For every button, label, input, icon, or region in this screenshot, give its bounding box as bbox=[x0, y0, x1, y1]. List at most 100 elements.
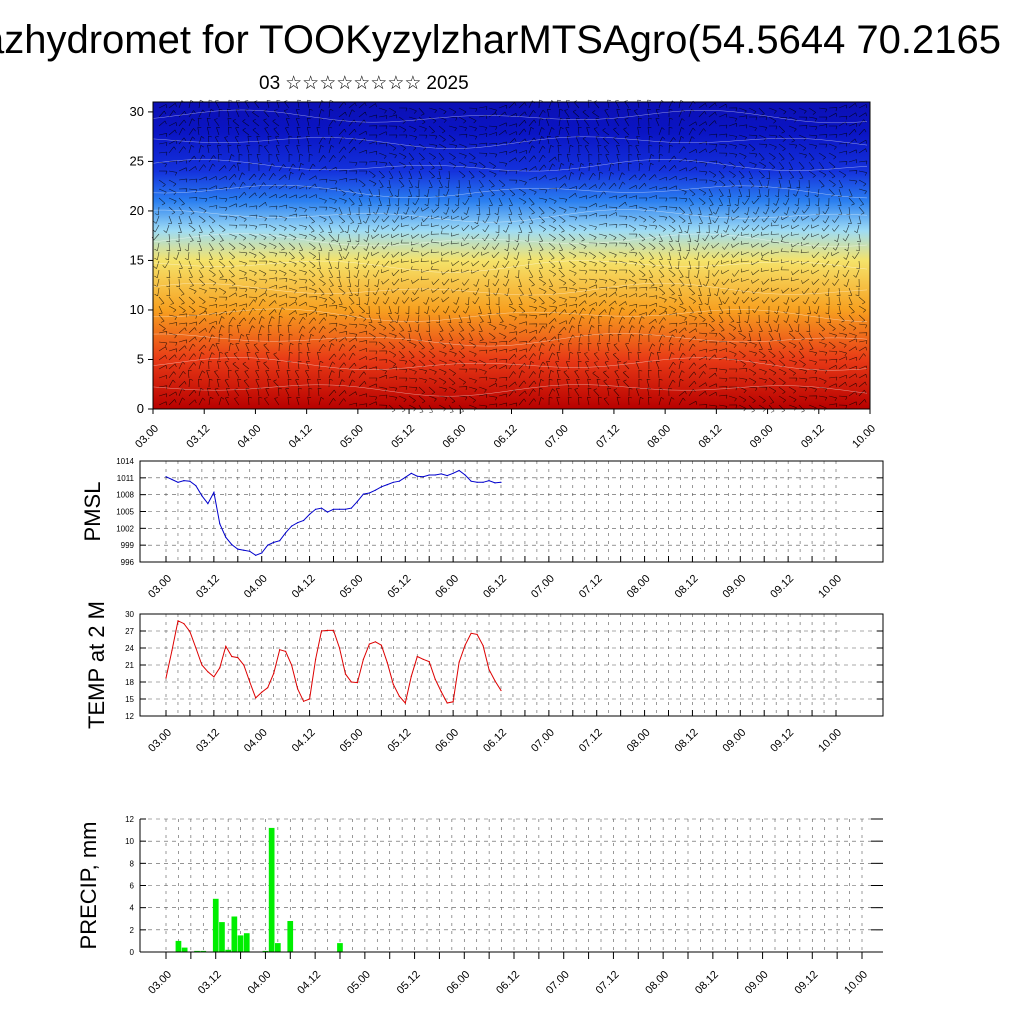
temp-data-point bbox=[320, 630, 323, 632]
temp-data-point bbox=[273, 672, 275, 675]
temp-data-point bbox=[303, 700, 305, 702]
pmsl-x-tick-label: 07.00 bbox=[529, 573, 557, 601]
pmsl-data-point bbox=[476, 481, 478, 483]
pmsl-data-point bbox=[165, 476, 167, 478]
pmsl-data-point bbox=[249, 550, 251, 552]
pmsl-data-point bbox=[482, 481, 484, 483]
cs-x-tick-label: 07.00 bbox=[543, 423, 571, 451]
pmsl-data-point bbox=[315, 508, 317, 510]
precip-bar bbox=[181, 947, 188, 952]
pmsl-y-tick-label: 1002 bbox=[116, 524, 134, 533]
cs-y-tick-label: 15 bbox=[130, 252, 144, 267]
pmsl-data-point bbox=[320, 507, 323, 509]
temp-x-tick-label: 09.12 bbox=[768, 727, 796, 755]
temp-y-tick-label: 27 bbox=[125, 627, 134, 636]
temp-x-tick-label: 05.12 bbox=[385, 727, 413, 755]
pmsl-data-point bbox=[279, 540, 281, 542]
temp-data-point bbox=[267, 687, 269, 689]
temp-data-point bbox=[482, 645, 484, 647]
temp-y-tick-label: 21 bbox=[125, 661, 134, 670]
temp-data-point bbox=[494, 680, 496, 682]
temp-x-tick-label: 07.00 bbox=[529, 727, 557, 755]
precip-x-tick-label: 08.00 bbox=[643, 969, 671, 997]
precip-bar bbox=[231, 916, 238, 952]
pmsl-data-point bbox=[273, 541, 275, 544]
temp-data-point bbox=[207, 671, 209, 673]
precip-x-tick-label: 05.00 bbox=[345, 969, 373, 997]
temp-x-tick-label: 04.12 bbox=[290, 727, 318, 755]
pmsl-data-point bbox=[237, 548, 239, 550]
cs-x-tick-label: 04.00 bbox=[236, 423, 264, 451]
temp-data-point bbox=[297, 688, 299, 690]
precip-x-tick-label: 07.00 bbox=[544, 969, 572, 997]
pmsl-data-point bbox=[500, 481, 502, 483]
temp-x-tick-label: 03.12 bbox=[194, 727, 222, 755]
precip-x-tick-label: 05.12 bbox=[395, 969, 423, 997]
cs-x-tick-label: 10.00 bbox=[850, 423, 878, 451]
temp-data-point bbox=[285, 650, 287, 653]
temp-series-line bbox=[165, 620, 502, 705]
chart-title: azhydromet for TOOKyzylzharMTSAgro(54.56… bbox=[0, 18, 1002, 62]
temp-data-point bbox=[225, 645, 227, 647]
cs-x-tick-label: 03.00 bbox=[133, 423, 161, 451]
precip-bar bbox=[337, 943, 343, 952]
temp-x-tick-label: 04.00 bbox=[242, 727, 270, 755]
temp-data-point bbox=[291, 664, 293, 666]
temp-data-point bbox=[237, 657, 239, 659]
cs-y-tick-label: 0 bbox=[137, 401, 144, 416]
pmsl-frame bbox=[139, 460, 884, 563]
precip-x-tick-label: 04.12 bbox=[295, 969, 323, 997]
pmsl-data-point bbox=[458, 469, 460, 472]
pmsl-y-tick-label: 1005 bbox=[116, 508, 134, 517]
temp-data-point bbox=[446, 702, 448, 704]
pmsl-data-point bbox=[422, 476, 424, 478]
temp-data-point bbox=[374, 641, 376, 643]
temp-y-axis-title: TEMP at 2 M bbox=[84, 601, 109, 729]
pmsl-data-point bbox=[332, 508, 335, 510]
temp-y-tick-label: 24 bbox=[125, 644, 134, 653]
precip-x-tick-label: 04.00 bbox=[246, 969, 274, 997]
temp-x-tick-label: 08.00 bbox=[625, 727, 653, 755]
precip-y-axis-title: PRECIP, mm bbox=[76, 822, 101, 950]
temp-data-point bbox=[416, 655, 418, 658]
pmsl-data-point bbox=[452, 472, 454, 474]
precip-bar bbox=[175, 940, 182, 952]
pmsl-x-tick-label: 03.00 bbox=[146, 573, 174, 601]
temp-frame bbox=[139, 613, 884, 717]
precip-bar bbox=[200, 950, 207, 952]
precip-y-tick-label: 2 bbox=[130, 926, 135, 935]
temp-data-point bbox=[338, 647, 341, 649]
temp-data-point bbox=[404, 702, 406, 704]
precip-x-tick-label: 03.12 bbox=[196, 969, 224, 997]
pmsl-data-point bbox=[470, 480, 472, 482]
pmsl-data-point bbox=[392, 481, 394, 483]
cs-y-tick-label: 10 bbox=[130, 302, 144, 317]
pmsl-data-point bbox=[386, 484, 388, 486]
pmsl-data-point bbox=[434, 474, 436, 476]
precip-bar bbox=[262, 950, 269, 952]
temp-x-tick-label: 05.00 bbox=[338, 727, 366, 755]
pmsl-x-tick-label: 06.00 bbox=[433, 573, 461, 601]
temp-data-point bbox=[422, 658, 424, 660]
cs-x-tick-label: 05.00 bbox=[338, 423, 366, 451]
temp-data-point bbox=[380, 644, 382, 646]
pmsl-data-point bbox=[494, 482, 496, 484]
pmsl-x-tick-label: 06.12 bbox=[481, 573, 509, 601]
pmsl-data-point bbox=[374, 489, 376, 491]
temp-data-point bbox=[255, 697, 257, 699]
precip-x-tick-label: 09.12 bbox=[792, 969, 820, 997]
temp-data-point bbox=[434, 678, 436, 680]
pmsl-data-point bbox=[171, 478, 173, 481]
pmsl-x-tick-label: 08.12 bbox=[673, 573, 701, 601]
pmsl-data-point bbox=[285, 532, 287, 534]
pmsl-data-point bbox=[404, 476, 406, 478]
pmsl-data-point bbox=[416, 475, 418, 477]
cross-section-field bbox=[153, 102, 870, 409]
pmsl-data-point bbox=[362, 493, 364, 495]
pmsl-data-point bbox=[350, 507, 352, 509]
temp-x-tick-label: 07.12 bbox=[577, 727, 605, 755]
precip-x-tick-label: 06.12 bbox=[494, 969, 522, 997]
pmsl-data-point bbox=[195, 485, 197, 487]
precip-y-tick-label: 10 bbox=[125, 837, 134, 846]
cs-x-tick-label: 03.12 bbox=[184, 423, 212, 451]
